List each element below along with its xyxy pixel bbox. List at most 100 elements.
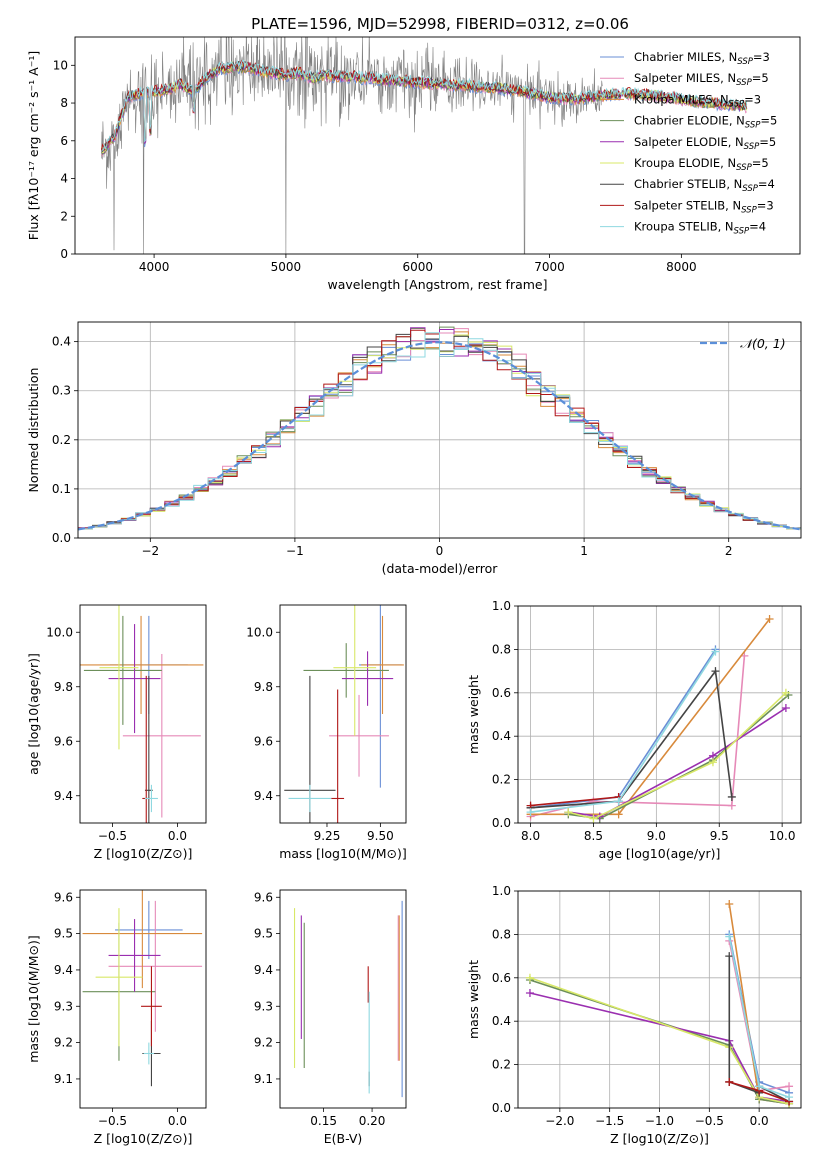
legend-suffix: =5 <box>752 156 769 170</box>
y-tick-label: 0.3 <box>52 384 71 398</box>
y-tick-label: 9.2 <box>254 1036 273 1050</box>
y-tick-label: 9.1 <box>54 1072 73 1086</box>
y-tick-label: 0.6 <box>492 971 511 985</box>
x-axis-label: age [log10(age/yr)] <box>599 846 721 861</box>
legend-suffix: =3 <box>757 198 774 212</box>
axes-frame <box>517 890 802 1109</box>
legend-sub: SSP <box>734 227 750 237</box>
y-tick-label: 0.6 <box>492 686 511 700</box>
x-tick-label: 0.0 <box>168 829 187 843</box>
weight-line-chabrier-stelib <box>530 669 733 809</box>
errorbar-kroupa-miles <box>82 890 203 989</box>
legend-label: Salpeter MILES, N <box>634 71 736 85</box>
legend-sub: SSP <box>736 163 752 173</box>
weight-line-chabrier-miles <box>530 648 717 809</box>
errorbar-salpeter-miles <box>108 900 203 1032</box>
spectrum-model-kroupa-stelib <box>101 59 748 152</box>
legend-suffix: =5 <box>752 71 769 85</box>
legend-suffix: =5 <box>759 135 776 149</box>
y-axis-label: mass [log10(M/M⊙)] <box>26 935 41 1063</box>
legend-sub: SSP <box>737 57 753 67</box>
errorbar-salpeter-miles <box>329 694 389 777</box>
weight-marker <box>725 952 734 961</box>
y-axis-label: Flux [fλ10⁻¹⁷ erg cm⁻² s⁻¹ A⁻¹] <box>26 51 41 240</box>
weight-marker <box>725 900 734 909</box>
x-tick-label: 8000 <box>666 260 697 274</box>
spectrum-data-line <box>101 37 603 254</box>
legend-label: Salpeter ELODIE, N <box>634 135 744 149</box>
y-tick-label: 9.6 <box>254 890 273 904</box>
x-tick-label: 9.0 <box>647 829 666 843</box>
panel-residuals: −2 −1 0 1 2 0.0 0.1 0.2 0.3 0.4 (data-model)/error… <box>26 321 802 576</box>
axes-frame <box>79 604 207 824</box>
weight-line-kroupa-elodie <box>529 977 790 1105</box>
y-tick-label: 9.5 <box>54 927 73 941</box>
x-axis-label: Z [log10(Z/Z⊙)] <box>610 1131 709 1146</box>
y-tick-label: 8 <box>60 96 68 110</box>
weight-marker <box>711 667 720 676</box>
weight-marker <box>525 973 534 982</box>
x-tick-label: −1.0 <box>645 1114 674 1128</box>
y-tick-label: 4 <box>60 172 68 186</box>
weight-marker <box>589 814 598 823</box>
y-tick-label: 9.8 <box>254 680 273 694</box>
errorbar-salpeter-stelib <box>331 689 345 823</box>
panel-age-vs-mass: 9.25 9.50 9.4 9.6 9.8 10.0 mass [log10(M/M⊙)] <box>246 604 407 861</box>
x-tick-label: 9.50 <box>367 829 394 843</box>
legend-entry: Chabrier ELODIE, NSSP=5 <box>634 114 777 131</box>
weight-marker <box>765 615 774 624</box>
x-axis-label: Z [log10(Z/Z⊙)] <box>94 1131 193 1146</box>
y-tick-label: 0.4 <box>492 1014 511 1028</box>
legend-entry: Salpeter ELODIE, NSSP=5 <box>634 135 776 152</box>
errorbar-chabrier-miles <box>115 900 183 960</box>
x-tick-label: −0.5 <box>98 829 127 843</box>
y-tick-label: 9.6 <box>254 734 273 748</box>
y-tick-label: 0 <box>60 247 68 261</box>
gaussian-curve <box>78 341 801 531</box>
x-tick-label: −0.5 <box>98 1114 127 1128</box>
x-axis-label: Z [log10(Z/Z⊙)] <box>94 846 193 861</box>
plot-area-weights-vs-age <box>526 615 793 823</box>
errorbar-salpeter-elodie <box>108 919 161 992</box>
y-tick-label: 9.6 <box>54 734 73 748</box>
weight-marker <box>526 808 535 817</box>
x-axis-label: E(B-V) <box>324 1131 363 1146</box>
legend-sub: SSP <box>741 205 757 215</box>
errorbar-salpeter-stelib <box>141 966 162 1047</box>
weight-marker <box>708 758 717 767</box>
x-tick-label: 0.0 <box>168 1114 187 1128</box>
y-axis-label: Normed distribution <box>26 368 41 493</box>
weight-marker <box>781 688 790 697</box>
plot-area-age-vs-Z <box>80 605 204 823</box>
x-tick-label: 5000 <box>271 260 302 274</box>
legend-sub: SSP <box>736 78 752 88</box>
panel-spectrum: 4000 5000 6000 7000 8000 0 2 4 6 8 10 wavelength [A… <box>26 36 801 292</box>
x-tick-label: 6000 <box>402 260 433 274</box>
y-tick-label: 9.4 <box>254 963 273 977</box>
plot-area-spectrum <box>100 37 748 254</box>
x-axis-label: (data-model)/error <box>382 561 499 576</box>
x-axis-label: mass [log10(M/M⊙)] <box>279 846 407 861</box>
errorbar-salpeter-elodie <box>108 624 161 734</box>
legend-entry: Kroupa ELODIE, NSSP=5 <box>634 156 769 173</box>
errorbar-chabrier-elodie <box>303 643 389 698</box>
weight-line-kroupa-stelib <box>530 651 717 813</box>
y-tick-label: 6 <box>60 134 68 148</box>
y-tick-label: 1.0 <box>492 884 511 898</box>
y-tick-label: 10.0 <box>246 625 273 639</box>
x-tick-label: 7000 <box>534 260 565 274</box>
legend-sub: SSP <box>729 99 745 109</box>
x-tick-label: 10.0 <box>769 829 796 843</box>
x-tick-label: 8.5 <box>584 829 603 843</box>
errorbar-kroupa-miles <box>80 615 204 714</box>
errorbar-kroupa-stelib <box>143 1042 155 1065</box>
legend-suffix: =3 <box>753 50 770 64</box>
axes-frame <box>279 604 407 824</box>
x-axis-label: wavelength [Angstrom, rest frame] <box>327 277 547 292</box>
plot-area-weights-vs-Z <box>525 900 794 1108</box>
y-tick-label: 0.4 <box>492 729 511 743</box>
y-tick-label: 0.2 <box>492 773 511 787</box>
y-tick-label: 9.4 <box>54 963 73 977</box>
legend-label: Chabrier ELODIE, N <box>634 114 745 128</box>
